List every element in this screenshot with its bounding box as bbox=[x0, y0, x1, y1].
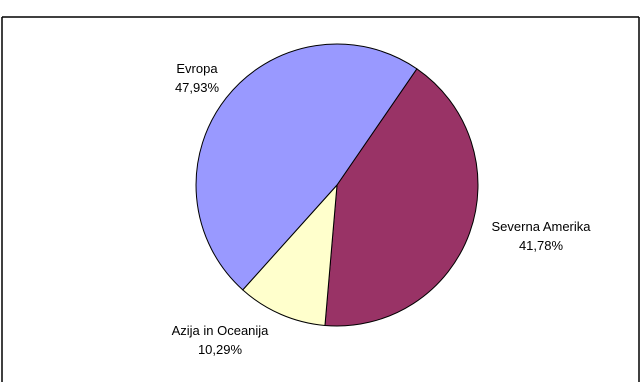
slice-label-azija-in-oceanija: Azija in Oceanija bbox=[172, 323, 270, 338]
pie-slice-severna-amerika bbox=[324, 68, 479, 327]
slice-value-azija-in-oceanija: 10,29% bbox=[198, 342, 243, 357]
slice-value-evropa: 47,93% bbox=[175, 80, 220, 95]
pie-slice-evropa bbox=[195, 43, 418, 291]
slice-label-evropa: Evropa bbox=[176, 61, 218, 76]
slice-value-severna-amerika: 41,78% bbox=[519, 238, 564, 253]
pie-slice-azija-in-oceanija bbox=[242, 183, 338, 327]
pie-slices bbox=[195, 43, 479, 327]
slice-label-severna-amerika: Severna Amerika bbox=[492, 219, 592, 234]
